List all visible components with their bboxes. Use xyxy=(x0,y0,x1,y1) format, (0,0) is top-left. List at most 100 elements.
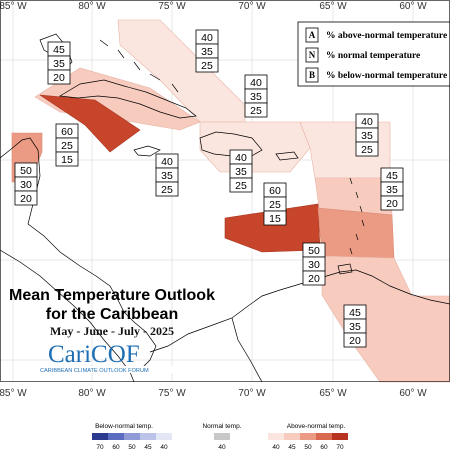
region-box: 60 25 15 xyxy=(55,123,79,167)
legend-letter-box-a xyxy=(305,27,319,43)
region-box-value: 30 xyxy=(308,259,320,271)
bahamas-islets xyxy=(99,39,179,93)
region-box-value: 60 xyxy=(269,185,281,197)
region-box-value: 20 xyxy=(53,72,65,84)
region-box-cell xyxy=(302,270,326,286)
trinidad-outline xyxy=(337,263,353,275)
region-box: 50 30 20 xyxy=(14,162,38,206)
scale-swatch-below xyxy=(108,433,124,440)
region-box-value: 60 xyxy=(61,126,73,138)
scale-swatch-below xyxy=(92,433,108,440)
coastlines xyxy=(0,33,450,383)
region-box-cell xyxy=(263,210,287,226)
title-period: May - June - July - 2025 xyxy=(50,324,174,338)
jamaica-outline xyxy=(133,145,161,157)
zone-cayman xyxy=(39,94,141,153)
region-box-cell xyxy=(155,181,179,197)
region-box-value: 35 xyxy=(250,91,262,103)
scale-normal-label: Normal temp. xyxy=(202,423,241,430)
lon-label-top: 60° W xyxy=(399,1,427,12)
scale-tick-below: 60 xyxy=(112,444,120,450)
region-box-cell xyxy=(195,57,219,73)
region-box-value: 25 xyxy=(361,144,373,156)
lon-label-top: 75° W xyxy=(158,1,186,12)
region-box-cell xyxy=(55,151,79,167)
scale-tick-below: 40 xyxy=(160,444,168,450)
abn-legend: A N B % above-normal temperature % norma… xyxy=(297,21,450,87)
scale-swatch-above xyxy=(284,433,300,440)
region-box-cell xyxy=(14,190,38,206)
region-box: 45 35 20 xyxy=(343,304,367,348)
central-america-coast xyxy=(0,137,157,371)
legend-text-b: % below-normal temperature xyxy=(326,71,447,81)
legend-letter-box-n xyxy=(305,47,319,63)
logo-word: CariCOF xyxy=(48,341,140,368)
title-line-2: for the Caribbean xyxy=(46,306,178,323)
region-box-cell xyxy=(229,177,253,193)
scale-swatch-below xyxy=(140,433,156,440)
region-box-value: 20 xyxy=(349,335,361,347)
region-box: 45 35 20 xyxy=(47,41,71,85)
region-box-value: 25 xyxy=(269,199,281,211)
lon-label-bottom: 85° W xyxy=(0,388,27,399)
region-box: 40 35 25 xyxy=(195,29,219,73)
region-box-value: 25 xyxy=(235,180,247,192)
region-box-value: 20 xyxy=(308,273,320,285)
scale-swatch-normal xyxy=(214,433,230,440)
region-box: 40 35 25 xyxy=(155,153,179,197)
region-box-value: 40 xyxy=(250,77,262,89)
logo-subtitle-bg xyxy=(38,366,186,373)
region-box: 40 35 25 xyxy=(244,74,268,118)
region-box: 45 35 20 xyxy=(380,167,404,211)
lon-label-bottom: 70° W xyxy=(238,388,266,399)
region-box-value: 35 xyxy=(53,58,65,70)
region-box-value: 35 xyxy=(361,130,373,142)
lon-label-top: 70° W xyxy=(238,1,266,12)
scale-swatch-below xyxy=(156,433,172,440)
venezuela-interior xyxy=(231,317,263,383)
probability-boxes: 40 35 25 45 35 20 60 25 15 50 30 20 40 35 25 40 35 25 40 35… xyxy=(14,29,404,348)
pacific-coast xyxy=(0,249,135,383)
abn-legend-frame xyxy=(297,21,450,87)
scale-tick-below: 50 xyxy=(128,444,136,450)
lon-label-bottom: 60° W xyxy=(399,388,427,399)
lesser-antilles-islets xyxy=(349,177,365,255)
region-box-value: 50 xyxy=(20,165,32,177)
scale-tick-above: 60 xyxy=(320,444,328,450)
caricof-logo: CariCOF CARIBBEAN CLIMATE OUTLOOK FORUM xyxy=(38,341,186,374)
scale-tick-above: 40 xyxy=(272,444,280,450)
puerto-rico-outline xyxy=(275,151,299,161)
scale-below-label: Below-normal temp. xyxy=(95,423,153,430)
legend-letter-a: A xyxy=(309,30,316,40)
region-box: 60 25 15 xyxy=(263,182,287,226)
lon-label-top: 80° W xyxy=(78,1,106,12)
region-box-value: 35 xyxy=(386,184,398,196)
region-box: 40 35 25 xyxy=(229,149,253,193)
zone-guianas xyxy=(321,255,450,383)
region-box-value: 35 xyxy=(161,170,173,182)
region-box-value: 35 xyxy=(349,321,361,333)
scale-tick-above: 70 xyxy=(336,444,344,450)
scale-tick-below: 45 xyxy=(144,444,152,450)
lon-label-bottom: 80° W xyxy=(78,388,106,399)
region-box-value: 25 xyxy=(201,60,213,72)
region-box-value: 35 xyxy=(235,166,247,178)
region-box-cell xyxy=(343,332,367,348)
region-box-value: 45 xyxy=(349,307,361,319)
region-box-value: 40 xyxy=(235,152,247,164)
region-box-value: 50 xyxy=(308,245,320,257)
zone-windwards xyxy=(317,207,395,259)
scale-tick-normal: 40 xyxy=(218,444,226,450)
region-box-value: 40 xyxy=(361,116,373,128)
region-box-cell xyxy=(47,69,71,85)
color-scale: Below-normal temp. Normal temp. Above-no… xyxy=(92,423,348,450)
map-title: Mean Temperature Outlook for the Caribbe… xyxy=(9,287,215,338)
region-box-value: 40 xyxy=(161,156,173,168)
zone-hispaniola xyxy=(199,121,311,173)
scale-swatch-below xyxy=(124,433,140,440)
legend-text-a: % above-normal temperature xyxy=(326,31,447,41)
region-box: 50 30 20 xyxy=(302,242,326,286)
region-box-value: 45 xyxy=(53,44,65,56)
south-america-coast xyxy=(149,269,450,353)
region-box-value: 35 xyxy=(201,46,213,58)
